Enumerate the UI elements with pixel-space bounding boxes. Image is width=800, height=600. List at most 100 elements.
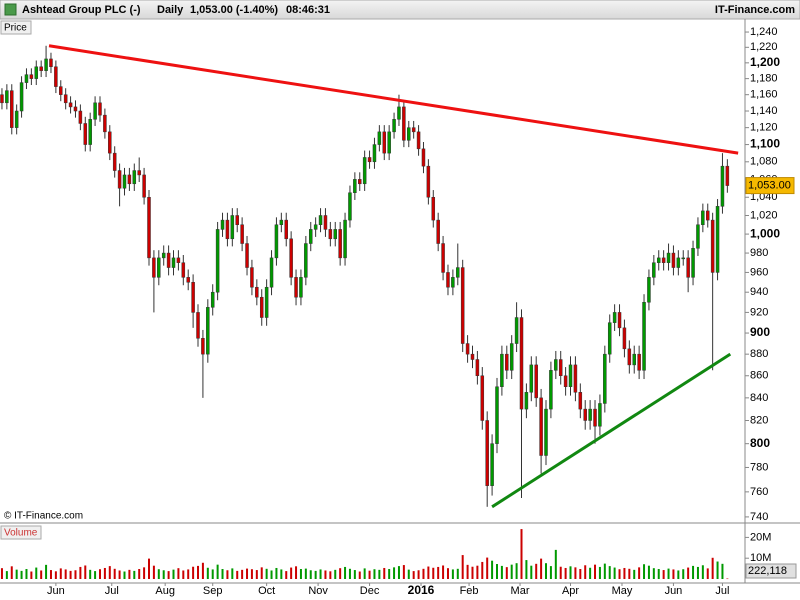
candle-body — [68, 102, 73, 108]
x-tick-label: Jul — [715, 585, 729, 597]
candle-body — [220, 219, 225, 230]
candle-body — [637, 353, 641, 371]
volume-bar — [397, 566, 400, 579]
candle-body — [122, 174, 127, 189]
volume-bar — [152, 565, 155, 579]
candle-body — [568, 364, 573, 387]
candle-body — [647, 277, 651, 303]
volume-tick-label: 20M — [750, 531, 771, 543]
volume-bar — [241, 569, 244, 579]
header-bar — [0, 0, 800, 20]
volume-bar — [491, 560, 494, 579]
candle-body — [392, 119, 396, 133]
volume-bar — [304, 568, 307, 579]
volume-bar — [138, 569, 141, 579]
volume-bar — [49, 570, 52, 579]
candle-body — [470, 353, 475, 360]
y-tick-label: 1,140 — [750, 105, 778, 117]
candle-body — [666, 252, 671, 263]
volume-bar — [613, 567, 616, 579]
volume-bar — [143, 567, 146, 579]
header-title: Ashtead Group PLC (-) — [22, 4, 141, 16]
candle-body — [98, 102, 102, 116]
candle-body — [725, 165, 730, 186]
volume-bar — [667, 568, 670, 579]
candle-body — [348, 192, 352, 221]
header-quote: 1,053.00 (-1.40%) — [190, 4, 278, 16]
candle-body — [338, 229, 342, 259]
price-label-box — [0, 20, 32, 35]
volume-bar — [353, 570, 356, 579]
last-volume-box — [745, 563, 797, 579]
candle-body — [441, 243, 445, 273]
x-tick-label: May — [612, 585, 633, 597]
candle-body — [558, 359, 563, 377]
volume-bar — [363, 568, 366, 579]
volume-bar — [378, 569, 381, 579]
volume-bar — [358, 571, 361, 579]
volume-bar — [657, 569, 660, 579]
candle-body — [294, 277, 298, 298]
candle-body — [495, 386, 499, 444]
volume-bar — [246, 568, 249, 579]
volume-bar — [133, 570, 136, 579]
y-tick-label: 980 — [750, 247, 768, 259]
volume-bar — [711, 557, 714, 579]
volume-bar — [383, 567, 386, 579]
volume-bar — [535, 563, 538, 579]
volume-bar — [236, 570, 239, 579]
y-tick-label: 900 — [750, 325, 770, 339]
candle-body — [250, 267, 254, 288]
volume-bar — [589, 567, 592, 579]
candle-body — [166, 252, 171, 268]
candle-body — [661, 257, 666, 263]
volume-bar — [98, 569, 101, 579]
header-icon — [4, 3, 17, 16]
plot — [0, 44, 739, 580]
volume-bar — [148, 558, 150, 579]
volume-bar — [559, 566, 562, 579]
x-tick-label: Nov — [308, 585, 328, 597]
candle-body — [671, 252, 676, 268]
volume-bar — [716, 561, 719, 579]
volume-bar — [407, 569, 410, 579]
volume-bar — [59, 568, 62, 579]
volume-bar — [701, 565, 704, 579]
candle-body — [539, 397, 543, 456]
candle-body — [642, 302, 646, 371]
candle-body — [627, 348, 632, 366]
x-tick-label: Aug — [155, 585, 175, 597]
y-tick-label: 1,020 — [750, 209, 778, 221]
volume-bar — [579, 569, 582, 579]
volume-bar — [461, 555, 464, 579]
candle-body — [49, 58, 53, 68]
volume-bar — [584, 565, 587, 579]
candle-body — [720, 165, 725, 207]
volume-bar — [5, 571, 8, 579]
x-tick-label: Jul — [105, 585, 119, 597]
volume-bar — [118, 570, 121, 579]
candle-body — [147, 197, 151, 259]
volume-bar — [618, 569, 621, 579]
volume-bar — [197, 565, 200, 579]
candle-body — [436, 219, 440, 244]
x-tick-label: 2016 — [408, 583, 435, 597]
candle-body — [480, 375, 485, 421]
candle-body — [402, 106, 406, 141]
candle-body — [622, 327, 627, 350]
volume-bar — [231, 568, 234, 579]
volume-bar — [64, 569, 67, 579]
candle-body — [446, 272, 450, 288]
candle-body — [407, 127, 411, 141]
candle-body — [0, 94, 4, 104]
volume-bar — [603, 563, 606, 579]
price-label: Price — [4, 23, 27, 34]
volume-bar — [437, 566, 440, 579]
candle-body — [583, 408, 587, 421]
volume-bar — [692, 565, 695, 579]
y-tick-label: 960 — [750, 266, 768, 278]
volume-bar — [206, 567, 209, 579]
volume-bar — [427, 566, 430, 579]
volume-bar — [682, 569, 685, 579]
